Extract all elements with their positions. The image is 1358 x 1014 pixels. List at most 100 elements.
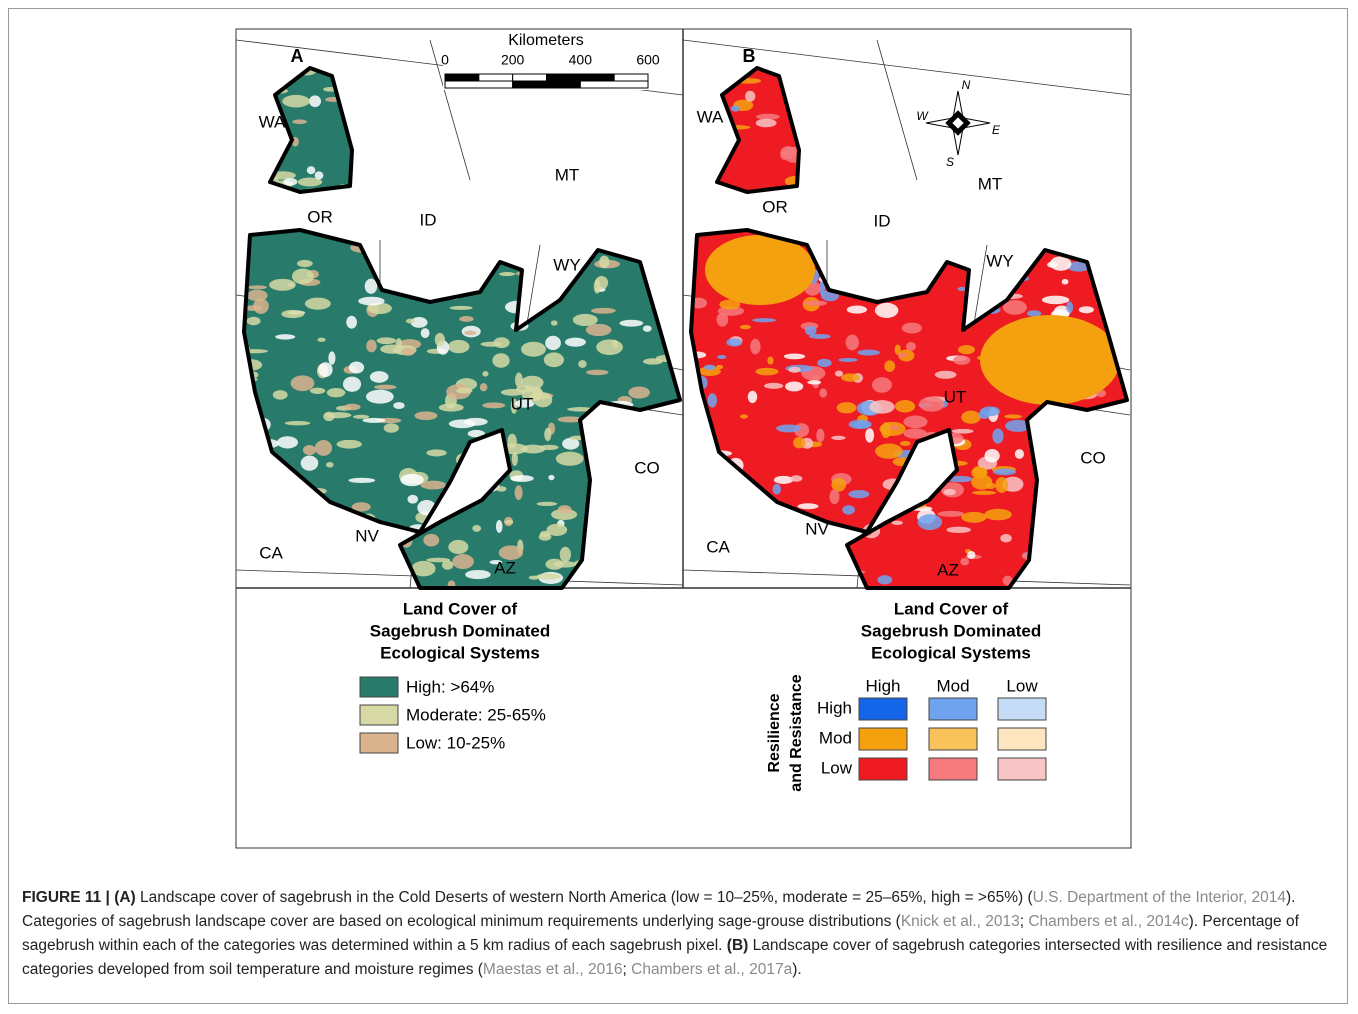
texture-spot: [275, 334, 295, 339]
texture-spot: [740, 325, 751, 329]
state-label: WA: [697, 107, 724, 126]
texture-spot: [406, 319, 415, 324]
texture-spot: [967, 551, 975, 559]
texture-spot: [906, 342, 916, 351]
texture-spot: [556, 452, 584, 466]
texture-spot: [283, 178, 297, 186]
texture-spot: [960, 558, 969, 566]
texture-spot: [380, 344, 404, 353]
reference-link[interactable]: Knick et al., 2013: [901, 913, 1020, 930]
texture-spot: [872, 377, 892, 393]
texture-spot: [793, 437, 805, 448]
legend-axis-title: and Resistance: [788, 674, 805, 791]
texture-spot: [539, 533, 552, 541]
texture-spot: [1042, 296, 1069, 304]
legend-swatch: [998, 698, 1046, 720]
state-label: NV: [805, 519, 829, 538]
texture-spot: [745, 91, 755, 102]
texture-spot: [578, 360, 586, 368]
scale-segment: [580, 81, 648, 88]
legend-label: Low: 10-25%: [406, 733, 505, 752]
texture-spot: [884, 360, 895, 372]
texture-spot: [349, 361, 364, 373]
texture-spot: [327, 388, 345, 397]
texture-spot: [307, 166, 316, 174]
texture-spot: [903, 415, 927, 428]
texture-spot: [816, 429, 824, 443]
texture-spot: [247, 317, 261, 326]
texture-spot: [995, 477, 1008, 493]
texture-spot: [854, 422, 869, 429]
texture-spot: [591, 308, 616, 314]
scale-tick-label: 0: [441, 52, 449, 68]
texture-spot: [448, 340, 470, 353]
texture-spot: [248, 285, 267, 289]
legend-row: Low: [821, 758, 853, 777]
caption-text: (B): [727, 937, 749, 954]
texture-spot: [643, 325, 652, 332]
texture-spot: [482, 371, 488, 377]
reference-link[interactable]: U.S. Department of the Interior, 2014: [1033, 889, 1286, 906]
texture-spot: [619, 320, 643, 327]
state-label: MT: [978, 174, 1003, 193]
texture-spot: [788, 367, 800, 373]
compass-letter: E: [992, 123, 1001, 137]
legend-swatch: [998, 758, 1046, 780]
state-label: WY: [553, 255, 580, 274]
texture-spot: [499, 272, 515, 276]
scale-segment: [479, 74, 513, 81]
reference-link[interactable]: Maestas et al., 2016: [483, 961, 623, 978]
texture-spot: [337, 440, 362, 449]
texture-spot: [521, 376, 544, 390]
state-label: OR: [307, 207, 333, 226]
texture-spot: [848, 490, 869, 498]
legend-swatch: [360, 705, 398, 725]
texture-spot: [481, 342, 503, 347]
texture-spot: [325, 412, 351, 418]
texture-spot: [961, 512, 987, 523]
texture-spot: [961, 411, 980, 424]
legend-swatch: [859, 698, 907, 720]
texture-spot: [301, 456, 319, 471]
state-label: WA: [259, 112, 286, 131]
texture-spot: [971, 467, 987, 479]
state-label: CA: [259, 543, 283, 562]
texture-spot: [877, 575, 892, 584]
texture-spot: [464, 331, 476, 335]
reference-link[interactable]: Chambers et al., 2014c: [1028, 913, 1188, 930]
texture-spot: [704, 365, 716, 370]
legend-column: High: [866, 676, 901, 695]
legend-swatch: [360, 677, 398, 697]
texture-spot: [439, 403, 464, 411]
texture-spot: [309, 95, 321, 107]
texture-spot: [717, 355, 726, 359]
state-label: NV: [355, 526, 379, 545]
zone: [705, 235, 815, 305]
caption-text: Landscape cover of sagebrush in the Cold…: [136, 889, 1033, 906]
texture-spot: [708, 393, 718, 407]
texture-spot: [348, 478, 375, 483]
texture-spot: [515, 485, 523, 500]
scale-title: Kilometers: [508, 32, 584, 49]
texture-spot: [817, 359, 832, 367]
panel-label: B: [743, 46, 756, 66]
compass-letter: S: [946, 155, 954, 169]
texture-spot: [953, 356, 970, 365]
state-label: UT: [944, 387, 967, 406]
reference-link[interactable]: Chambers et al., 2017a: [631, 961, 792, 978]
scale-segment: [614, 74, 648, 81]
state-label: ID: [420, 210, 437, 229]
legend-axis-title: Resilience: [766, 693, 783, 772]
texture-spot: [892, 521, 903, 525]
texture-spot: [303, 445, 316, 455]
texture-spot: [366, 340, 376, 353]
texture-spot: [496, 520, 503, 533]
state-label: AZ: [937, 560, 959, 579]
state-label: UT: [511, 394, 534, 413]
legend-swatch: [859, 758, 907, 780]
scale-segment: [580, 74, 614, 81]
texture-spot: [510, 475, 533, 482]
legend-title: Land Cover of: [403, 599, 518, 618]
texture-spot: [972, 491, 996, 495]
texture-spot: [935, 371, 957, 379]
